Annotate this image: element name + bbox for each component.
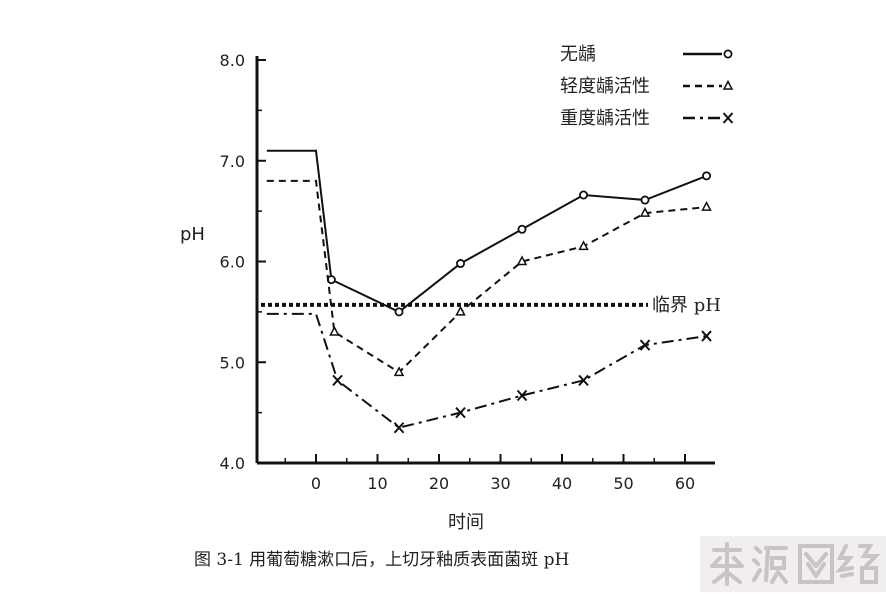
x-tick-label: 20: [429, 474, 449, 493]
triangle-marker: [722, 79, 734, 90]
watermark-logo: [710, 542, 881, 586]
x-marker: [639, 339, 651, 351]
legend-label: 重度龋活性: [560, 108, 650, 129]
triangle-marker: [455, 305, 466, 316]
legend-item: 无龋: [560, 44, 733, 65]
circle-marker: [456, 259, 466, 269]
x-marker-stroke: [332, 374, 343, 387]
x-marker: [701, 330, 712, 342]
circle-marker: [640, 195, 650, 205]
x-marker-stroke: [516, 389, 528, 402]
x-marker: [516, 389, 528, 402]
triangle-marker: [516, 255, 528, 266]
x-tick-label: 0: [311, 474, 321, 493]
x-marker: [722, 112, 734, 124]
series-3: [266, 312, 712, 434]
x-tick-label: 40: [552, 474, 572, 493]
series-line: [266, 149, 707, 314]
x-axis-title: 时间: [448, 512, 484, 533]
y-tick-label: 8.0: [220, 51, 245, 70]
triangle-marker: [329, 325, 340, 336]
x-tick-label: 30: [490, 474, 510, 493]
critical-ph-label: 临界 pH: [652, 295, 721, 316]
x-marker: [393, 422, 405, 434]
series-group: [266, 149, 712, 434]
x-marker-stroke: [578, 374, 589, 387]
circle-marker: [702, 171, 712, 181]
y-tick-label: 5.0: [220, 353, 245, 372]
x-marker-stroke: [639, 339, 651, 351]
x-marker-stroke: [701, 330, 712, 342]
x-marker: [332, 374, 343, 387]
x-marker-stroke: [393, 422, 405, 434]
x-marker: [578, 374, 589, 387]
series-2: [266, 179, 712, 377]
triangle-marker: [578, 240, 589, 251]
circle-marker: [517, 224, 527, 234]
triangle-marker: [393, 366, 405, 377]
legend-item: 重度龋活性: [560, 108, 734, 129]
x-marker-stroke: [722, 112, 734, 124]
legend-label: 无龋: [560, 44, 596, 65]
x-tick-label: 10: [367, 474, 387, 493]
triangle-marker: [701, 201, 712, 211]
x-tick-label: 50: [613, 474, 633, 493]
x-marker: [455, 406, 466, 419]
series-1: [266, 149, 712, 317]
y-tick-label: 7.0: [220, 152, 245, 171]
circle-marker: [579, 190, 589, 200]
figure-caption: 图 3-1 用葡萄糖漱口后，上切牙釉质表面菌斑 pH: [194, 550, 569, 570]
circle-marker: [723, 49, 733, 59]
y-tick-label: 6.0: [220, 253, 245, 272]
legend-item: 轻度龋活性: [560, 76, 734, 97]
x-tick-label: 60: [675, 474, 695, 493]
legend-label: 轻度龋活性: [560, 76, 650, 97]
circle-marker: [394, 307, 404, 317]
x-marker-stroke: [455, 406, 466, 419]
watermark: [700, 536, 886, 592]
y-axis-title: pH: [180, 224, 205, 245]
triangle-marker: [639, 207, 651, 217]
y-tick-label: 4.0: [220, 454, 245, 473]
axes: 4.0 5.0 6.0 7.0 8.0 0 10 20 30 40 50 60: [220, 51, 715, 493]
reference-line-group: 临界 pH: [261, 295, 721, 316]
